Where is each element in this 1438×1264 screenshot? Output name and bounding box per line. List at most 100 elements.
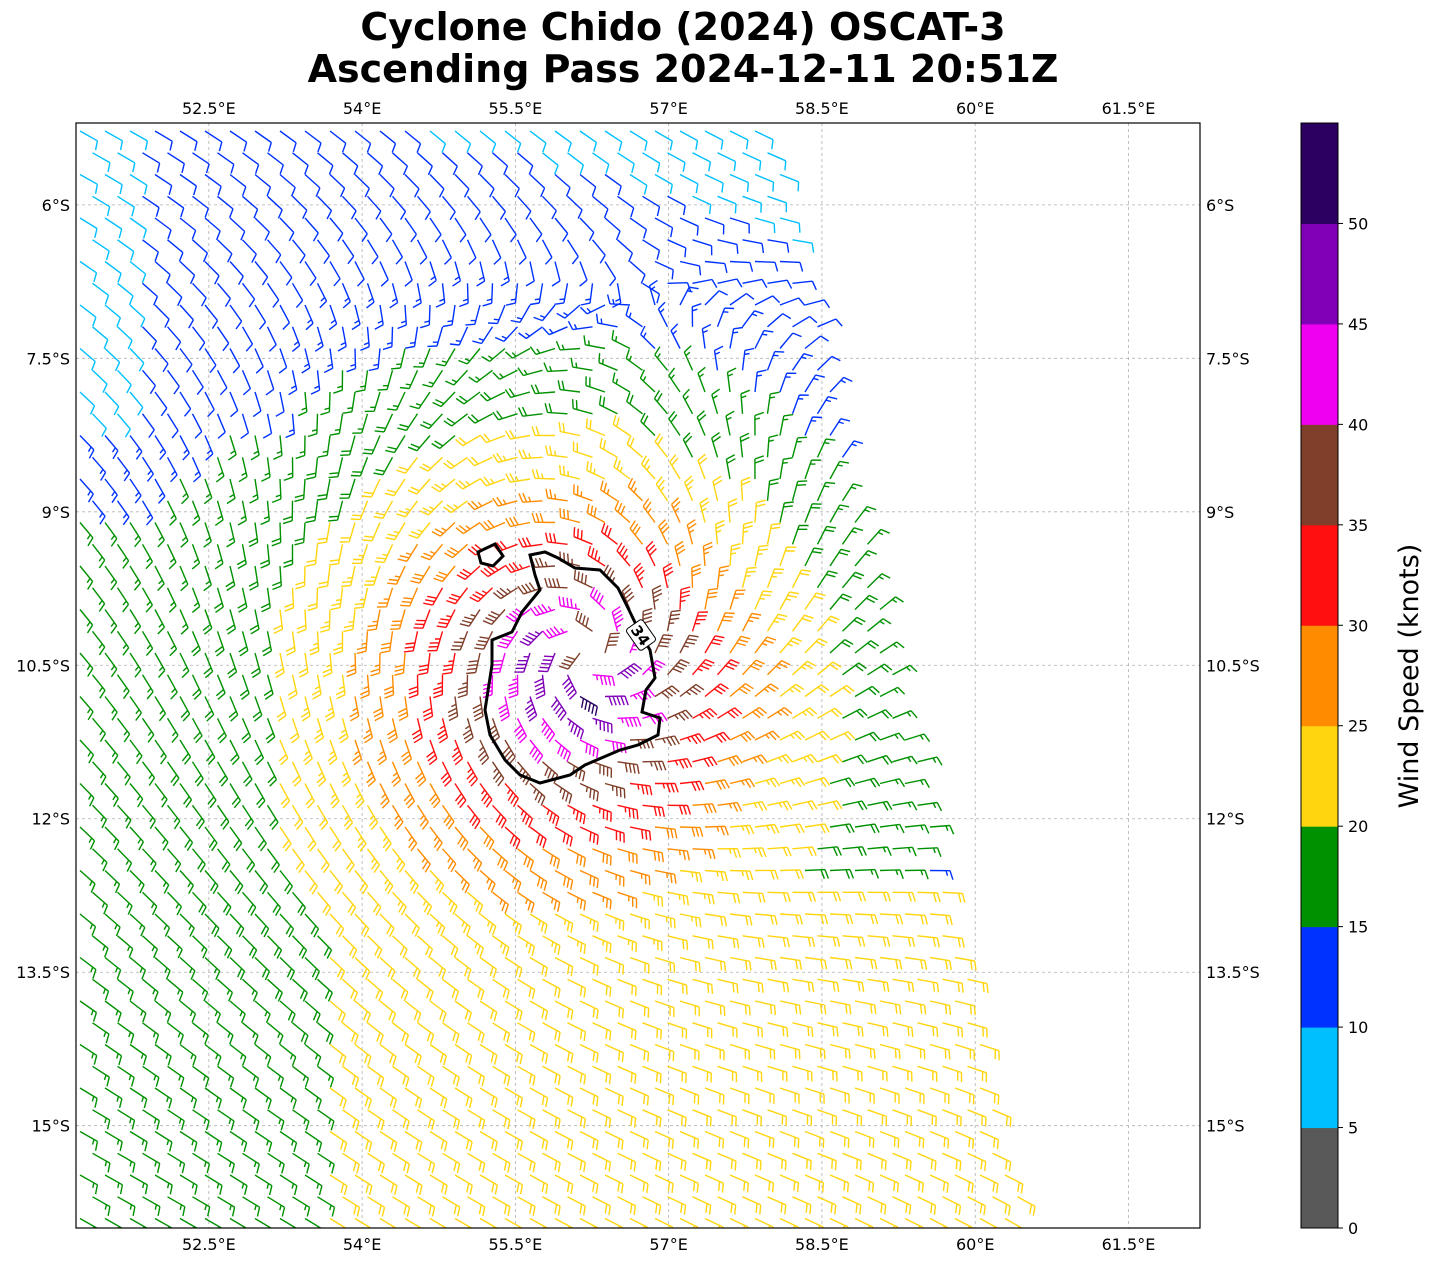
wind-barb xyxy=(229,348,241,374)
wind-barb xyxy=(215,457,225,483)
wind-barb xyxy=(592,195,609,219)
wind-barb xyxy=(379,956,396,980)
wind-barb xyxy=(104,1174,124,1195)
wind-barb xyxy=(166,544,177,570)
lat-tick-label-right: 10.5°S xyxy=(1206,656,1260,675)
wind-barb xyxy=(292,195,308,220)
wind-barb xyxy=(674,540,686,567)
wind-barb xyxy=(754,956,777,971)
wind-barb xyxy=(767,195,788,213)
wind-barb xyxy=(701,323,712,349)
wind-barb xyxy=(842,891,867,902)
wind-barb xyxy=(454,217,467,243)
wind-barb xyxy=(404,870,419,895)
wind-barb xyxy=(829,956,853,970)
wind-barb xyxy=(166,761,180,787)
wind-barb xyxy=(742,1065,763,1082)
wind-barb xyxy=(379,826,392,852)
wind-barb xyxy=(667,978,688,995)
wind-barb xyxy=(429,1087,448,1109)
wind-barb xyxy=(279,1043,297,1067)
wind-barb xyxy=(279,1087,297,1110)
wind-barb xyxy=(692,1109,712,1127)
wind-barb xyxy=(804,730,831,741)
wind-barb xyxy=(867,1109,887,1126)
wind-barb xyxy=(740,476,751,501)
wind-barb xyxy=(415,761,427,787)
wind-barb xyxy=(314,718,325,744)
wind-barb xyxy=(505,429,531,440)
wind-barb xyxy=(544,577,568,589)
wind-barb xyxy=(754,1174,775,1193)
wind-barb xyxy=(604,782,626,799)
wind-barb xyxy=(154,478,166,504)
wind-barb xyxy=(817,1109,838,1126)
wind-barb xyxy=(204,1043,222,1066)
wind-barb xyxy=(329,913,345,938)
wind-barb xyxy=(829,1217,849,1228)
wind-barb xyxy=(929,869,954,880)
wind-barb xyxy=(704,1043,725,1061)
wind-barb xyxy=(517,1065,536,1086)
wind-barb xyxy=(367,1152,385,1174)
wind-barb xyxy=(254,870,269,895)
wind-barb xyxy=(261,457,271,482)
wind-barb xyxy=(629,1174,649,1194)
wind-barb xyxy=(642,1152,662,1172)
wind-barb xyxy=(418,652,431,676)
wind-barb xyxy=(465,304,481,326)
wind-barb xyxy=(967,1152,987,1172)
wind-barb xyxy=(717,801,743,812)
wind-barb xyxy=(754,369,767,393)
wind-barb xyxy=(92,891,109,915)
wind-barb xyxy=(389,283,399,309)
wind-barb xyxy=(104,826,120,851)
wind-barb xyxy=(142,1196,161,1217)
wind-barb xyxy=(492,1065,511,1086)
wind-barb xyxy=(429,1000,447,1023)
wind-barb xyxy=(792,978,815,993)
wind-barb xyxy=(466,195,481,221)
wind-barb xyxy=(455,391,481,405)
wind-barb xyxy=(204,1087,222,1109)
wind-barb xyxy=(167,978,184,1002)
wind-barb xyxy=(572,441,593,458)
wind-barb xyxy=(917,801,943,812)
wind-barb xyxy=(517,406,543,417)
wind-barb xyxy=(779,1000,802,1015)
wind-barb xyxy=(373,696,384,722)
wind-barb xyxy=(729,1174,749,1193)
wind-barb xyxy=(579,695,598,716)
wind-barb xyxy=(804,1000,827,1015)
wind-barb xyxy=(335,674,346,700)
wind-barb xyxy=(508,674,519,699)
wind-barb xyxy=(497,630,519,649)
wind-barb xyxy=(216,891,232,916)
wind-barb xyxy=(449,326,469,346)
wind-barb xyxy=(179,913,195,937)
wind-barb xyxy=(704,130,724,150)
wind-barb xyxy=(404,1000,422,1023)
wind-barb xyxy=(291,239,306,264)
wind-barb xyxy=(804,1130,825,1149)
wind-barb xyxy=(361,478,381,498)
wind-barb xyxy=(627,477,643,502)
wind-barb xyxy=(408,674,419,699)
wind-barb xyxy=(272,565,282,591)
wind-barb xyxy=(191,848,206,873)
wind-barb xyxy=(382,326,394,351)
wind-barb xyxy=(79,652,94,677)
wind-barb xyxy=(142,935,159,959)
wind-barb xyxy=(154,391,168,417)
wind-barb xyxy=(482,283,494,307)
wind-barb xyxy=(533,304,556,322)
wind-barb xyxy=(679,733,706,745)
wind-barb xyxy=(154,783,168,808)
wind-barb xyxy=(545,445,568,458)
wind-barb xyxy=(420,543,444,561)
wind-barb xyxy=(329,1000,346,1024)
wind-barb xyxy=(292,1022,309,1045)
wind-barb xyxy=(867,978,890,993)
wind-barb xyxy=(229,1174,248,1195)
wind-barb xyxy=(116,761,131,786)
